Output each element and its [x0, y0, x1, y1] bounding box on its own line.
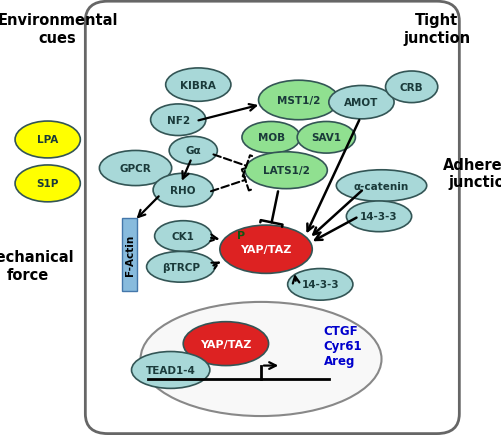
Text: 14-3-3: 14-3-3 — [360, 212, 397, 222]
Ellipse shape — [165, 69, 230, 102]
Ellipse shape — [385, 72, 437, 103]
Text: S1P: S1P — [37, 179, 59, 189]
Ellipse shape — [244, 152, 327, 189]
Ellipse shape — [154, 221, 211, 252]
Text: Adherens
junction: Adherens junction — [441, 158, 501, 190]
Text: P: P — [236, 231, 244, 240]
Ellipse shape — [140, 302, 381, 416]
Text: TEAD1-4: TEAD1-4 — [145, 365, 195, 375]
Ellipse shape — [183, 322, 268, 366]
Text: KIBRA: KIBRA — [180, 81, 216, 90]
Text: βTRCP: βTRCP — [161, 262, 199, 272]
Ellipse shape — [150, 105, 205, 136]
Ellipse shape — [287, 269, 352, 300]
Text: Environmental
cues: Environmental cues — [0, 13, 118, 46]
Text: Gα: Gα — [185, 146, 201, 156]
Text: LATS1/2: LATS1/2 — [262, 166, 309, 176]
Text: MOB: MOB — [257, 133, 284, 143]
Text: LPA: LPA — [37, 135, 58, 145]
Text: CK1: CK1 — [171, 232, 194, 241]
Ellipse shape — [346, 201, 411, 232]
Ellipse shape — [131, 352, 209, 389]
Text: CTGF
Cyr61
Areg: CTGF Cyr61 Areg — [323, 324, 362, 367]
Text: RHO: RHO — [170, 186, 195, 195]
FancyBboxPatch shape — [85, 2, 458, 434]
Text: α-catenin: α-catenin — [353, 181, 408, 191]
Ellipse shape — [336, 170, 426, 202]
Ellipse shape — [153, 174, 213, 207]
Text: Mechanical
force: Mechanical force — [0, 250, 74, 282]
Ellipse shape — [297, 122, 355, 154]
Text: MST1/2: MST1/2 — [277, 96, 320, 106]
Text: YAP/TAZ: YAP/TAZ — [240, 245, 291, 254]
FancyBboxPatch shape — [122, 219, 136, 292]
Ellipse shape — [169, 137, 217, 165]
Ellipse shape — [258, 81, 338, 120]
Text: Tight
junction: Tight junction — [402, 13, 469, 46]
Ellipse shape — [241, 122, 300, 154]
Ellipse shape — [99, 151, 171, 186]
Text: GPCR: GPCR — [119, 164, 151, 173]
Text: F-Actin: F-Actin — [124, 235, 134, 276]
Ellipse shape — [146, 252, 214, 283]
Text: 14-3-3: 14-3-3 — [301, 280, 338, 290]
Text: CRB: CRB — [399, 83, 423, 92]
Text: SAV1: SAV1 — [311, 133, 341, 143]
Text: NF2: NF2 — [166, 116, 189, 125]
Text: AMOT: AMOT — [344, 98, 378, 108]
Ellipse shape — [15, 166, 80, 202]
Text: YAP/TAZ: YAP/TAZ — [200, 339, 251, 349]
Ellipse shape — [15, 122, 80, 159]
Ellipse shape — [328, 86, 393, 120]
Ellipse shape — [219, 226, 312, 274]
